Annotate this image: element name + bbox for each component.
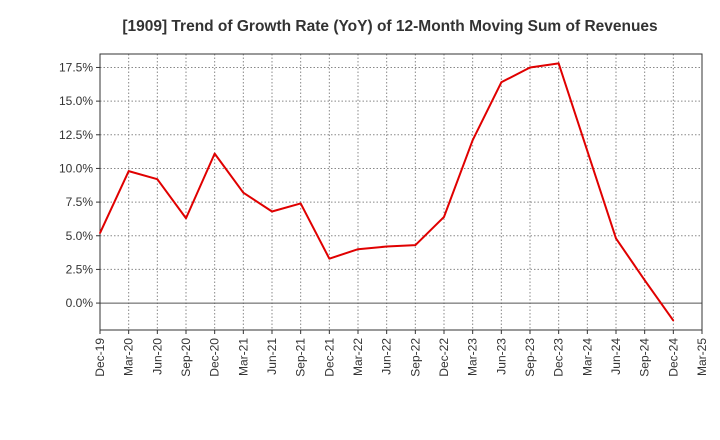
x-tick-label: Jun-20	[150, 338, 164, 375]
y-tick-label: 7.5%	[66, 195, 94, 209]
data-point	[99, 232, 101, 234]
data-point	[529, 66, 531, 69]
series-layer	[99, 62, 675, 322]
x-tick-label: Jun-24	[609, 338, 623, 375]
y-tick-label: 0.0%	[66, 296, 94, 310]
plot-area-border	[99, 53, 703, 331]
x-tick-label: Jun-22	[380, 338, 394, 375]
x-tick-label: Jun-21	[265, 338, 279, 375]
data-point	[127, 170, 130, 172]
x-tick-label: Dec-19	[93, 338, 107, 377]
y-tick-label: 17.5%	[59, 60, 93, 74]
data-point	[672, 319, 675, 322]
data-point	[557, 62, 560, 65]
data-point	[242, 191, 245, 194]
x-tick-label: Dec-23	[552, 338, 566, 377]
x-tick-label: Sep-22	[408, 338, 422, 377]
data-point	[615, 237, 617, 240]
data-point	[328, 257, 331, 260]
x-tick-label: Sep-21	[294, 338, 308, 377]
x-tick-label: Sep-24	[638, 338, 652, 377]
x-tick-label: Mar-20	[122, 338, 136, 376]
x-tick-label: Mar-24	[580, 338, 594, 376]
x-tick-label: Dec-21	[322, 338, 336, 377]
x-tick-label: Sep-23	[523, 338, 537, 377]
y-axis: 0.0% 2.5% 5.0% 7.5% 10.0% 12.5% 15.0% 17.5%	[59, 60, 100, 310]
data-point	[586, 150, 589, 152]
grid-lines	[100, 54, 702, 330]
data-point	[414, 244, 417, 246]
x-tick-label: Dec-22	[437, 338, 451, 377]
x-tick-label: Sep-20	[179, 338, 193, 377]
data-point	[213, 152, 216, 155]
x-tick-label: Mar-25	[695, 338, 709, 376]
y-tick-label: 2.5%	[66, 262, 94, 276]
x-tick-label: Dec-20	[208, 338, 222, 377]
x-axis: Dec-19 Mar-20 Jun-20 Sep-20 Dec-20 Mar-21 Jun-…	[93, 330, 709, 377]
data-point	[471, 139, 474, 141]
data-point	[385, 245, 388, 248]
x-tick-label: Mar-21	[236, 338, 250, 376]
data-point	[271, 210, 273, 213]
data-point	[500, 81, 503, 84]
data-point	[357, 248, 359, 251]
data-point	[643, 279, 646, 281]
y-tick-label: 15.0%	[59, 94, 93, 108]
data-point	[299, 202, 302, 205]
x-tick-label: Dec-24	[666, 338, 680, 377]
y-tick-label: 12.5%	[59, 128, 93, 142]
x-tick-label: Jun-23	[494, 338, 508, 375]
y-tick-label: 5.0%	[66, 229, 94, 243]
data-point	[443, 216, 445, 218]
chart-title: [1909] Trend of Growth Rate (YoY) of 12-…	[122, 18, 657, 35]
x-tick-label: Mar-23	[466, 338, 480, 376]
y-tick-label: 10.0%	[59, 161, 93, 175]
data-point	[156, 178, 159, 181]
x-tick-label: Mar-22	[351, 338, 365, 376]
data-point	[185, 217, 187, 220]
